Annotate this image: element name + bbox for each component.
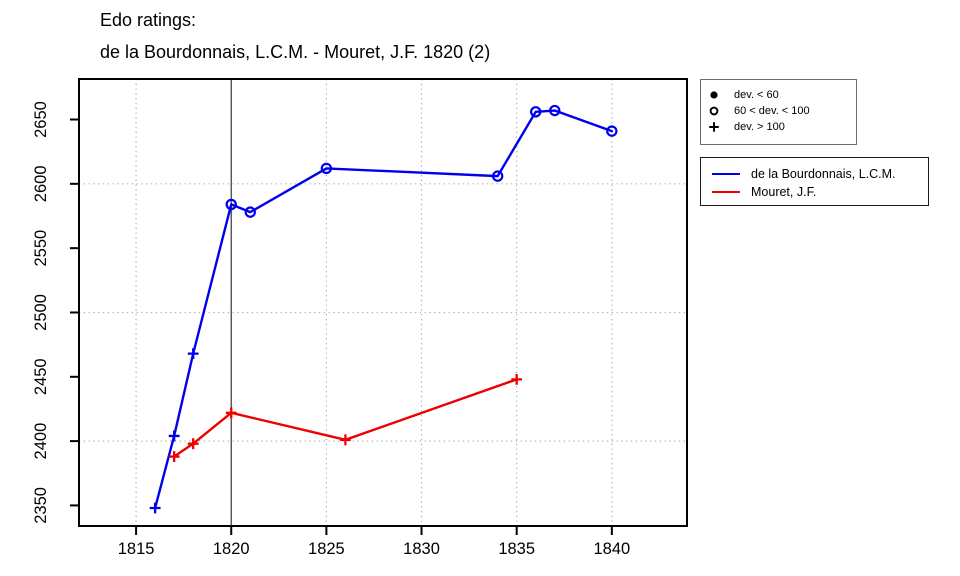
data-point-open-circle bbox=[491, 170, 504, 182]
gridlines bbox=[79, 79, 687, 526]
data-point-plus bbox=[511, 373, 523, 385]
x-tick-label: 1825 bbox=[308, 540, 345, 558]
x-tick-label: 1840 bbox=[593, 540, 630, 558]
y-tick-label: 2650 bbox=[32, 101, 50, 138]
legend-series-row-bourdonnais: de la Bourdonnais, L.C.M. bbox=[701, 165, 928, 183]
x-tick-label: 1815 bbox=[118, 540, 155, 558]
data-point-plus bbox=[187, 438, 199, 450]
data-point-plus bbox=[225, 407, 237, 419]
open-circle-icon bbox=[707, 105, 720, 117]
data-point-plus bbox=[187, 348, 199, 360]
x-tick-label: 1820 bbox=[213, 540, 250, 558]
data-point-open-circle bbox=[549, 104, 561, 117]
legend-series-label-mouret: Mouret, J.F. bbox=[751, 185, 817, 199]
data-point-plus bbox=[168, 430, 180, 442]
x-tick-label: 1835 bbox=[498, 540, 535, 558]
chart-title: Edo ratings: de la Bourdonnais, L.C.M. -… bbox=[100, 4, 490, 68]
legend-deviation-row-3: dev. > 100 bbox=[701, 119, 856, 135]
x-axis: 1815 1820 1825 1830 1835 1840 bbox=[118, 527, 630, 558]
plot-frame bbox=[78, 78, 688, 527]
data-point-open-circle bbox=[225, 198, 237, 211]
data-point-open-circle bbox=[606, 125, 618, 137]
y-tick-label: 2400 bbox=[32, 423, 50, 460]
legend-series: de la Bourdonnais, L.C.M. Mouret, J.F. bbox=[700, 157, 929, 206]
series-line-0 bbox=[153, 109, 614, 510]
y-tick-label: 2500 bbox=[32, 294, 50, 331]
chart-title-line2: de la Bourdonnais, L.C.M. - Mouret, J.F.… bbox=[100, 42, 491, 62]
legend-series-row-mouret: Mouret, J.F. bbox=[701, 183, 928, 201]
data-point-plus bbox=[168, 451, 180, 462]
x-tick-label: 1830 bbox=[403, 540, 440, 558]
data-point-open-circle bbox=[320, 162, 333, 175]
legend-series-label-bourdonnais: de la Bourdonnais, L.C.M. bbox=[751, 167, 896, 181]
data-point-open-circle bbox=[530, 106, 542, 118]
data-point-open-circle bbox=[244, 206, 256, 218]
y-tick-label: 2550 bbox=[32, 230, 50, 267]
legend-deviation-label-3: dev. > 100 bbox=[734, 121, 785, 133]
legend-deviation-label-2: 60 < dev. < 100 bbox=[734, 105, 810, 117]
series-1 bbox=[168, 373, 523, 462]
series-line-swatch-bourdonnais bbox=[712, 172, 740, 176]
chart-title-line1: Edo ratings: bbox=[100, 10, 197, 30]
series-line-swatch-mouret bbox=[712, 190, 740, 194]
legend-deviation-label-1: dev. < 60 bbox=[734, 89, 779, 101]
plus-marker-icon bbox=[707, 121, 720, 133]
y-tick-label: 2600 bbox=[32, 165, 50, 202]
filled-circle-icon bbox=[707, 89, 720, 101]
legend-deviation: dev. < 60 60 < dev. < 100 dev. > 100 bbox=[700, 79, 857, 145]
series-0 bbox=[149, 104, 618, 514]
y-axis: 2350 2400 2450 2500 2550 2600 2650 bbox=[32, 101, 78, 524]
y-tick-label: 2450 bbox=[32, 358, 50, 395]
data-point-plus bbox=[149, 502, 161, 514]
legend-deviation-row-1: dev. < 60 bbox=[701, 87, 856, 103]
data-point-plus bbox=[340, 434, 351, 446]
y-tick-label: 2350 bbox=[32, 487, 50, 524]
legend-deviation-row-2: 60 < dev. < 100 bbox=[701, 103, 856, 119]
